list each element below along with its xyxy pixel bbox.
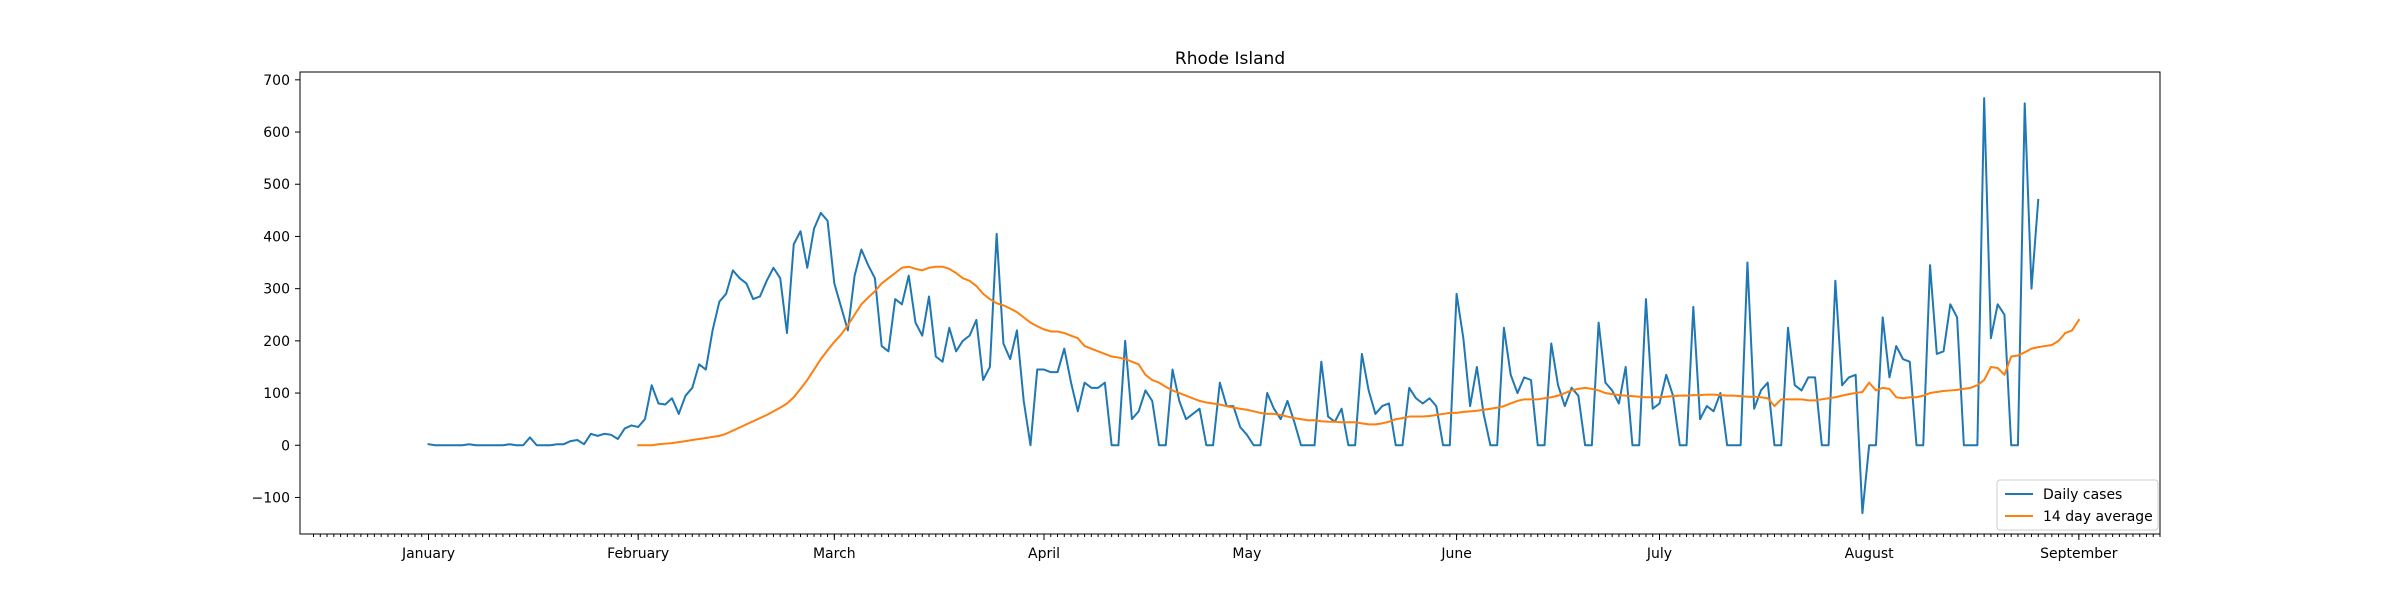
x-tick-label: January [401, 546, 455, 562]
y-tick-label: 600 [263, 125, 290, 141]
y-tick-label: 200 [263, 334, 290, 350]
x-tick-label: April [1028, 546, 1060, 562]
series-line-1 [637, 265, 2081, 447]
legend-label-1: 14 day average [2043, 509, 2153, 525]
legend: Daily cases 14 day average [1996, 479, 2159, 531]
y-tick-label: 300 [263, 282, 290, 298]
x-tick-label: February [607, 546, 669, 562]
y-tick-label: 700 [263, 73, 290, 89]
x-tick-label: August [1845, 546, 1895, 562]
axes: −100 0 100 200 300 400 500 600 700 January Februar… [252, 71, 2161, 562]
chart-title: Rhode Island [1175, 49, 1285, 69]
plot-frame [299, 71, 2161, 535]
series-line-0 [427, 97, 2040, 515]
y-tick-label: 500 [263, 177, 290, 193]
legend-box [1996, 479, 2159, 531]
y-tick-label: 0 [281, 438, 290, 454]
y-tick-label: 400 [263, 229, 290, 245]
y-tick-label: 100 [263, 386, 290, 402]
x-tick-label: July [1646, 546, 1672, 562]
legend-label-0: Daily cases [2043, 487, 2122, 503]
x-tick-label: June [1440, 546, 1472, 562]
x-tick-label: May [1232, 546, 1261, 562]
plot-area [427, 97, 2081, 515]
x-tick-label: March [813, 546, 856, 562]
y-tick-label: −100 [252, 490, 290, 506]
x-tick-label: September [2040, 546, 2118, 562]
